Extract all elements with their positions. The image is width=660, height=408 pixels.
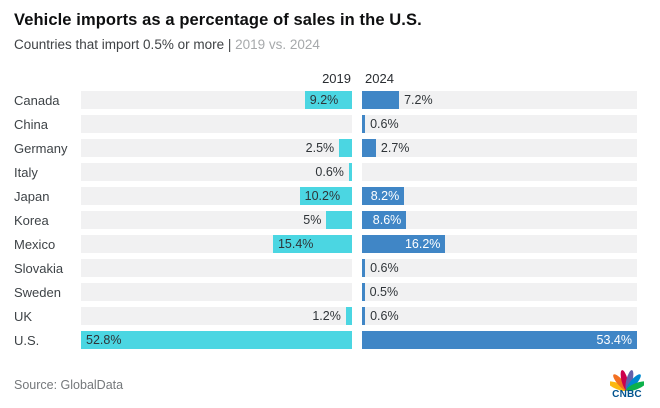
value-label-2019: 0.6% [315,165,344,179]
country-label: Italy [14,164,38,180]
bar-2024[interactable]: 53.4% [362,331,637,349]
bar-track-2019 [81,283,352,301]
table-row: Slovakia 0.6% [14,259,660,277]
bar-track-2019: 15.4% [81,235,352,253]
table-row: U.S. 52.8% 53.4% [14,331,660,349]
value-label-2024: 0.6% [370,261,399,275]
bar-track-2024: 8.2% [362,187,637,205]
cnbc-logo: CNBC [607,365,647,400]
bar-track-2019 [81,115,352,133]
value-label-2019: 52.8% [86,333,122,347]
table-row: Korea 5% 8.6% [14,211,660,229]
bar-2024[interactable] [362,259,366,277]
series-header-2019: 2019 [322,71,351,86]
value-label-2024: 8.6% [372,213,402,227]
value-label-2024: 53.4% [596,333,632,347]
value-label-2024: 16.2% [404,237,441,251]
value-label-2024: 0.6% [370,309,399,323]
peacock-icon [610,370,644,391]
bar-2019[interactable] [345,307,352,325]
bar-track-2024: 16.2% [362,235,637,253]
bar-2024[interactable]: 8.2% [362,187,405,205]
value-label-2019: 15.4% [277,237,314,251]
mirrored-bar-chart: 2019 2024 Canada 9.2% 7.2% China 0.6% Germany… [0,71,660,349]
bar-track-2024: 2.7% [362,139,637,157]
series-header-2024: 2024 [365,71,394,86]
table-row: Italy 0.6% [14,163,660,181]
bar-2019[interactable] [326,211,352,229]
value-label-2019: 2.5% [305,141,335,155]
series-column-headers: 2019 2024 [14,71,660,87]
bar-track-2019: 1.2% [81,307,352,325]
country-label: Korea [14,212,49,228]
table-row: Canada 9.2% 7.2% [14,91,660,109]
bar-track-2019: 5% [81,211,352,229]
table-row: UK 1.2% 0.6% [14,307,660,325]
value-label-2024: 2.7% [380,141,410,155]
value-label-2019: 10.2% [304,189,341,203]
bar-track-2024 [362,163,637,181]
table-row: Mexico 15.4% 16.2% [14,235,660,253]
bar-2024[interactable]: 16.2% [362,235,446,253]
country-label: Slovakia [14,260,64,276]
subtitle-main: Countries that import 0.5% or more | [14,37,232,52]
value-label-2024: 7.2% [404,93,433,107]
table-row: China 0.6% [14,115,660,133]
page-title: Vehicle imports as a percentage of sales… [14,11,422,29]
bar-2024[interactable] [362,283,365,301]
value-label-2019: 1.2% [312,309,341,323]
chart-header: Vehicle imports as a percentage of sales… [0,0,660,53]
table-row: Japan 10.2% 8.2% [14,187,660,205]
bar-2019[interactable]: 9.2% [304,91,352,109]
value-label-2019: 9.2% [309,93,339,107]
country-label: Germany [14,140,68,156]
chart-rows: Canada 9.2% 7.2% China 0.6% Germany 2.5% 2.7% It… [0,91,660,349]
value-label-2024: 8.2% [370,189,400,203]
bar-track-2024: 0.6% [362,307,637,325]
country-label: Canada [14,92,60,108]
table-row: Germany 2.5% 2.7% [14,139,660,157]
bar-track-2019: 52.8% [81,331,352,349]
bar-2024[interactable] [362,139,376,157]
bar-2019[interactable] [339,139,352,157]
value-label-2019: 5% [303,213,322,227]
country-label: Mexico [14,236,56,252]
bar-track-2019: 10.2% [81,187,352,205]
bar-track-2019: 0.6% [81,163,352,181]
bar-track-2024: 7.2% [362,91,637,109]
bar-track-2024: 53.4% [362,331,637,349]
bar-2024[interactable] [362,307,366,325]
country-label: U.S. [14,332,40,348]
country-label: Japan [14,188,50,204]
bar-2019[interactable]: 52.8% [81,331,352,349]
source-note: Source: GlobalData [14,378,124,392]
bar-track-2019: 9.2% [81,91,352,109]
bar-track-2019: 2.5% [81,139,352,157]
bar-2024[interactable] [362,91,400,109]
value-label-2024: 0.5% [369,285,399,299]
bar-2019[interactable]: 15.4% [272,235,352,253]
bar-track-2024: 0.6% [362,115,637,133]
bar-track-2019 [81,259,352,277]
bar-2019[interactable] [348,163,352,181]
table-row: Sweden 0.5% [14,283,660,301]
chart-subtitle: Countries that import 0.5% or more | 201… [14,37,646,53]
bar-track-2024: 0.6% [362,259,637,277]
bar-2024[interactable] [362,115,366,133]
value-label-2024: 0.6% [370,117,399,131]
country-label: UK [14,308,33,324]
bar-track-2024: 8.6% [362,211,637,229]
country-label: China [14,116,48,132]
bar-2019[interactable]: 10.2% [299,187,352,205]
bar-2024[interactable]: 8.6% [362,211,407,229]
subtitle-accent: 2019 vs. 2024 [235,37,320,52]
country-label: Sweden [14,284,61,300]
bar-track-2024: 0.5% [362,283,637,301]
cnbc-wordmark: CNBC [612,389,642,400]
